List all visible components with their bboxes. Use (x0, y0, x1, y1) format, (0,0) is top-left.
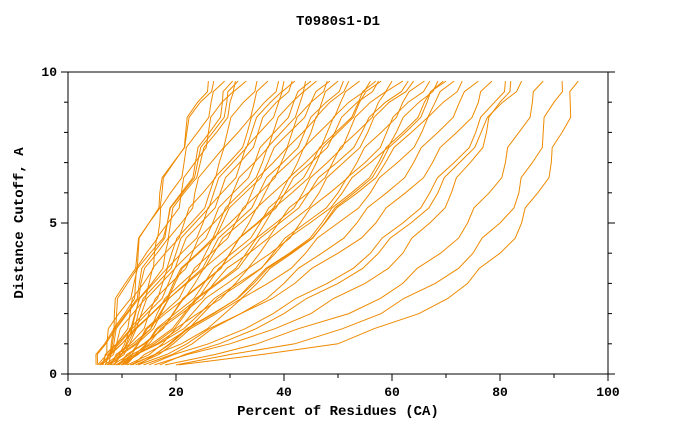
series-line (159, 80, 523, 366)
series-line (95, 81, 209, 365)
series-lines-group (95, 80, 579, 366)
series-line (97, 80, 239, 366)
series-line (122, 80, 439, 366)
series-line (110, 80, 307, 366)
x-tick-label: 60 (384, 385, 400, 400)
x-tick-label: 0 (64, 385, 72, 400)
series-line (113, 80, 344, 366)
series-line (125, 80, 409, 366)
series-line (98, 80, 247, 366)
series-line (120, 80, 377, 366)
series-line (106, 80, 317, 366)
x-axis-label: Percent of Residues (CA) (237, 404, 439, 420)
x-tick-label: 20 (168, 385, 184, 400)
series-line (121, 80, 393, 366)
series-line (175, 81, 564, 366)
x-tick-label: 40 (276, 385, 292, 400)
y-tick-label: 5 (49, 216, 57, 231)
axes-group: 0 20 40 60 80 100 0 5 10 (41, 65, 620, 400)
series-line (143, 80, 479, 366)
series-line (127, 80, 425, 366)
y-tick-label: 10 (41, 65, 57, 80)
series-line (148, 81, 506, 366)
series-line (137, 80, 463, 366)
series-line (132, 80, 431, 366)
chart-title: T0980s1-D1 (295, 14, 381, 30)
series-line (112, 80, 360, 366)
series-line (109, 80, 331, 366)
x-tick-label: 100 (596, 385, 620, 400)
series-line (115, 80, 382, 366)
series-line (138, 80, 493, 366)
series-line (104, 80, 296, 366)
y-axis-label: Distance Cutoff, A (12, 147, 28, 299)
series-line (108, 80, 285, 366)
y-tick-label: 0 (49, 367, 57, 382)
series-line (154, 81, 512, 366)
series-line (165, 80, 544, 366)
series-line (118, 80, 379, 366)
x-tick-label: 80 (492, 385, 508, 400)
series-line (178, 80, 579, 366)
series-line (131, 80, 455, 366)
series-line (105, 80, 258, 366)
series-line (129, 80, 447, 366)
series-line (107, 80, 312, 366)
series-line (100, 80, 225, 366)
series-line (101, 80, 269, 366)
series-line (104, 80, 293, 366)
series-line (102, 80, 280, 366)
